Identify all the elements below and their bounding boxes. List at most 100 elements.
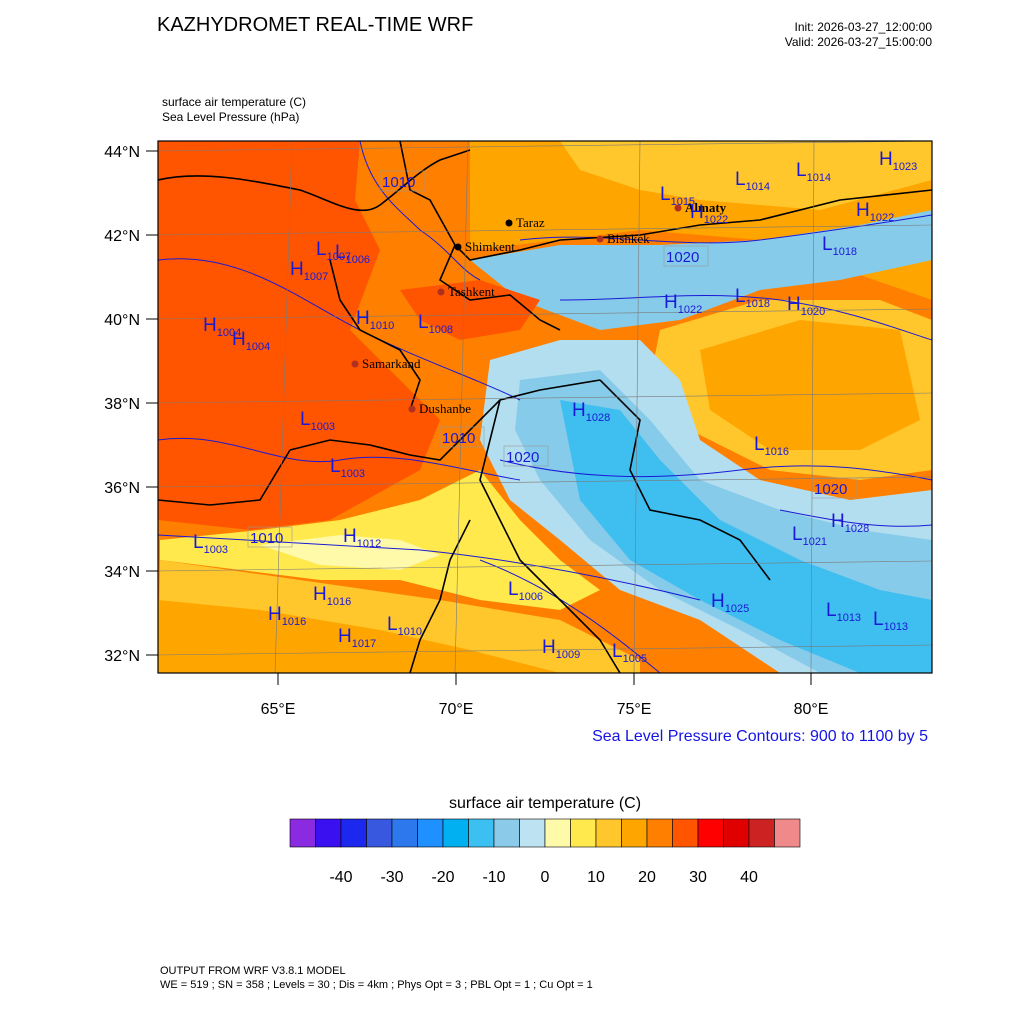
pressure-center-high: H1004 <box>203 315 241 339</box>
colorbar-tick-label: -20 <box>431 869 454 886</box>
pressure-center-low: L1013 <box>873 609 908 633</box>
lat-label: 38°N <box>104 396 140 413</box>
field-hot-west <box>158 141 440 530</box>
colorbar-cell <box>646 818 673 848</box>
colorbar-tick-label: -40 <box>329 869 352 886</box>
colorbar-cell <box>672 818 699 848</box>
colorbar-cell <box>723 818 750 848</box>
pressure-center-low: L1014 <box>796 160 831 184</box>
pressure-center-low: L1018 <box>822 234 857 258</box>
city-marker <box>437 288 445 296</box>
contour-label: 1010 <box>382 174 415 191</box>
pressure-center-high: H1022 <box>856 200 894 224</box>
lat-label: 36°N <box>104 480 140 497</box>
colorbar-cell <box>621 818 648 848</box>
field-tarim-core <box>700 320 920 450</box>
city-label: Taraz <box>516 215 545 230</box>
pressure-center-low: L1003 <box>330 456 365 480</box>
isobar <box>499 459 932 481</box>
country-borders <box>158 141 932 673</box>
isobar <box>158 534 701 601</box>
grid-lat <box>157 560 933 572</box>
contour-label: 1010 <box>250 530 283 547</box>
pressure-center-high: H1004 <box>232 329 270 353</box>
pressure-center-low: L1018 <box>735 286 770 310</box>
border-line <box>479 399 621 673</box>
pressure-center-high: H1016 <box>313 584 351 608</box>
footer-model: OUTPUT FROM WRF V3.8.1 MODEL <box>160 965 346 977</box>
pressure-center-high: H1017 <box>338 626 376 650</box>
pressure-center-low: L1010 <box>387 614 422 638</box>
pressure-center-high: H1022 <box>664 292 702 316</box>
colorbar-cells <box>289 818 801 848</box>
colorbar-tick-label: 30 <box>689 869 707 886</box>
border-line <box>409 519 471 673</box>
valid-time: Valid: 2026-03-27_15:00:00 <box>784 35 932 49</box>
pressure-center-high: H1016 <box>268 604 306 628</box>
colorbar-cell <box>544 818 571 848</box>
lat-label: 42°N <box>104 228 140 245</box>
city-label: Samarkand <box>362 356 421 371</box>
city-marker <box>674 204 682 212</box>
lat-label: 32°N <box>104 648 140 665</box>
colorbar-cell <box>417 818 444 848</box>
grid-lon <box>633 140 641 674</box>
grid-lat <box>157 392 933 404</box>
grid-lon <box>810 140 815 674</box>
grid-lon <box>274 140 293 674</box>
field-warm-southwest <box>158 600 560 673</box>
city-marker <box>454 243 462 251</box>
lat-label: 40°N <box>104 312 140 329</box>
colorbar-cell <box>289 818 316 848</box>
city-label: Dushanbe <box>419 401 471 416</box>
pressure-center-high: H1020 <box>787 294 825 318</box>
pressure-center-high: H1009 <box>542 637 580 661</box>
pressure-center-high: H1007 <box>290 259 328 283</box>
colorbar-cell <box>366 818 393 848</box>
contour-label: 1010 <box>442 430 475 447</box>
colorbar-cell <box>570 818 597 848</box>
city-label: Bishkek <box>607 231 650 246</box>
pressure-center-high: H1012 <box>343 526 381 550</box>
plot-title: KAZHYDROMET REAL-TIME WRF <box>157 14 474 36</box>
border-line <box>158 449 291 506</box>
contour-value-labels: 1010 1010 1010 1020 1020 1020 <box>247 170 857 548</box>
grid-lat <box>157 476 933 488</box>
contour-note: Sea Level Pressure Contours: 900 to 1100… <box>592 728 928 745</box>
grid-lat <box>157 224 933 236</box>
colorbar-cell <box>697 818 724 848</box>
grid-lat <box>157 140 933 152</box>
pressure-center-low: L1014 <box>735 169 770 193</box>
lon-label: 65°E <box>261 701 296 718</box>
border-line <box>599 379 771 581</box>
isobar <box>359 141 481 281</box>
field-coldest-himalaya <box>560 400 932 673</box>
graticule <box>157 140 933 674</box>
colorbar-cell <box>519 818 546 848</box>
pressure-center-low: L1006 <box>335 242 370 266</box>
colorbar-title: surface air temperature (C) <box>448 795 642 812</box>
footer-config: WE = 519 ; SN = 358 ; Levels = 30 ; Dis … <box>160 979 593 991</box>
axis-ticks <box>146 150 812 685</box>
colorbar-cell <box>774 818 801 848</box>
border-line <box>329 259 421 411</box>
pressure-center-low: L1013 <box>826 600 861 624</box>
city-marker <box>408 405 416 413</box>
border-line <box>289 379 601 461</box>
isobar <box>559 295 932 341</box>
colorbar-cell <box>315 818 342 848</box>
colorbar-ticks: -40 -30 -20 -10 0 10 20 30 40 <box>329 869 758 886</box>
city-marker <box>596 235 604 243</box>
city-label: Almaty <box>685 200 727 215</box>
place-labels: Taraz Shimkent Bishkek Almaty Tashkent S… <box>351 200 727 416</box>
colorbar-tick-label: 0 <box>541 869 550 886</box>
isobar <box>779 509 932 527</box>
pressure-center-low: L1021 <box>792 524 827 548</box>
run-times: Init: 2026-03-27_12:00:00 Valid: 2026-03… <box>785 20 932 50</box>
colorbar-cell <box>748 818 775 848</box>
map-frame <box>157 140 933 674</box>
pressure-center-low: L1005 <box>612 641 647 665</box>
city-marker <box>351 360 359 368</box>
